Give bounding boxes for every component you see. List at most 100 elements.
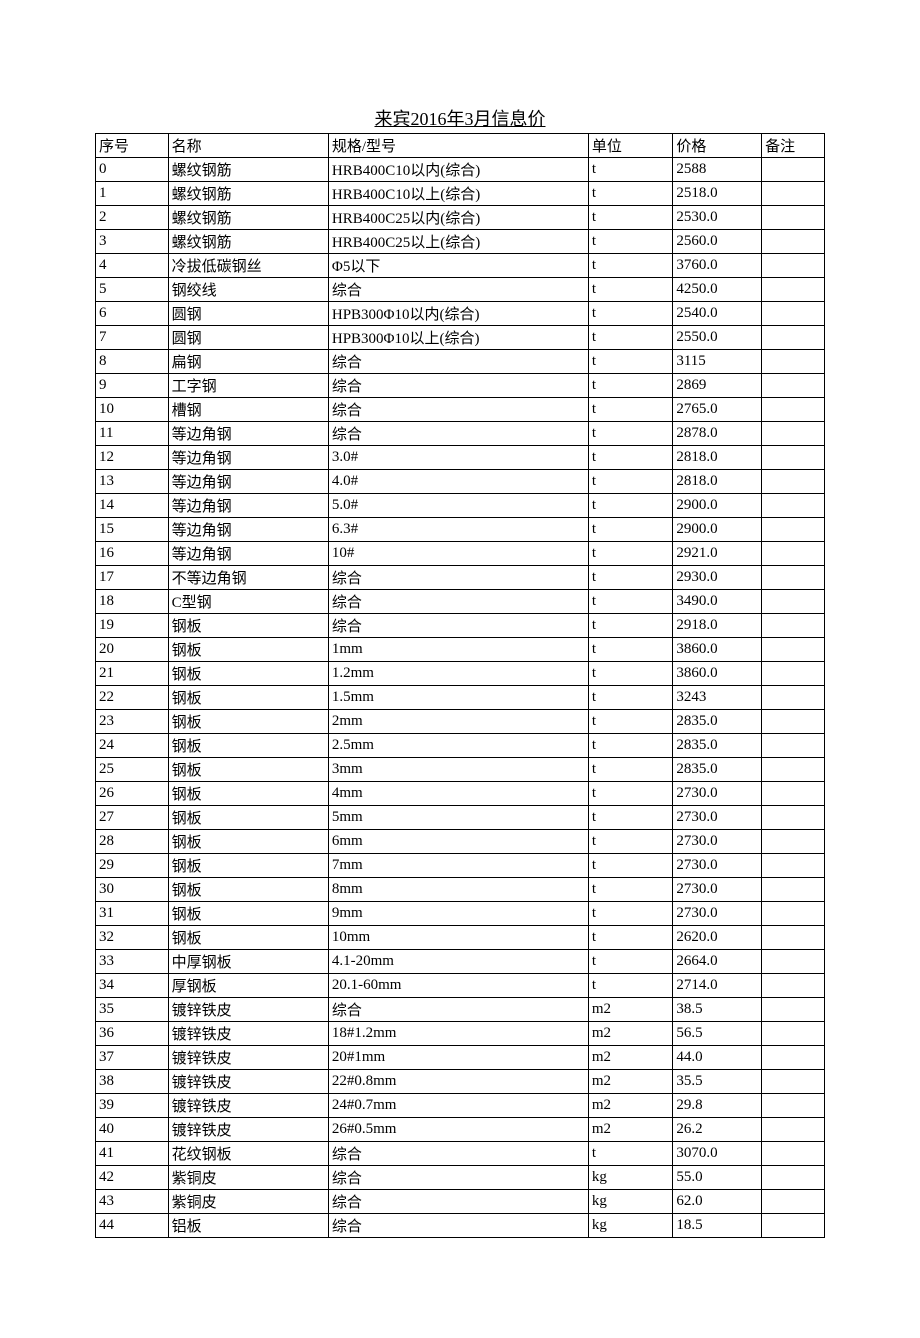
cell-remark bbox=[762, 230, 825, 254]
cell-spec: 2mm bbox=[328, 710, 588, 734]
cell-seq: 1 bbox=[96, 182, 169, 206]
cell-spec: 综合 bbox=[328, 422, 588, 446]
cell-unit: t bbox=[588, 734, 672, 758]
cell-spec: 18#1.2mm bbox=[328, 1022, 588, 1046]
cell-price: 2730.0 bbox=[673, 830, 762, 854]
cell-seq: 2 bbox=[96, 206, 169, 230]
cell-remark bbox=[762, 422, 825, 446]
header-name: 名称 bbox=[168, 134, 328, 158]
cell-name: 钢板 bbox=[168, 830, 328, 854]
cell-remark bbox=[762, 398, 825, 422]
cell-price: 2560.0 bbox=[673, 230, 762, 254]
cell-price: 55.0 bbox=[673, 1166, 762, 1190]
cell-seq: 19 bbox=[96, 614, 169, 638]
cell-seq: 24 bbox=[96, 734, 169, 758]
table-row: 8扁钢综合t3115 bbox=[96, 350, 825, 374]
cell-name: 厚钢板 bbox=[168, 974, 328, 998]
cell-price: 2900.0 bbox=[673, 494, 762, 518]
cell-price: 2765.0 bbox=[673, 398, 762, 422]
cell-unit: m2 bbox=[588, 1094, 672, 1118]
cell-remark bbox=[762, 830, 825, 854]
cell-price: 2869 bbox=[673, 374, 762, 398]
header-spec: 规格/型号 bbox=[328, 134, 588, 158]
cell-price: 26.2 bbox=[673, 1118, 762, 1142]
cell-seq: 23 bbox=[96, 710, 169, 734]
cell-unit: t bbox=[588, 662, 672, 686]
cell-spec: HPB300Φ10以上(综合) bbox=[328, 326, 588, 350]
cell-unit: t bbox=[588, 470, 672, 494]
cell-unit: t bbox=[588, 590, 672, 614]
cell-spec: 24#0.7mm bbox=[328, 1094, 588, 1118]
cell-remark bbox=[762, 1022, 825, 1046]
cell-remark bbox=[762, 782, 825, 806]
table-row: 43紫铜皮综合kg62.0 bbox=[96, 1190, 825, 1214]
cell-name: 钢绞线 bbox=[168, 278, 328, 302]
cell-price: 2730.0 bbox=[673, 854, 762, 878]
cell-price: 2878.0 bbox=[673, 422, 762, 446]
cell-name: 花纹钢板 bbox=[168, 1142, 328, 1166]
cell-remark bbox=[762, 1094, 825, 1118]
table-row: 29钢板7mmt2730.0 bbox=[96, 854, 825, 878]
cell-price: 56.5 bbox=[673, 1022, 762, 1046]
cell-spec: 综合 bbox=[328, 278, 588, 302]
cell-unit: t bbox=[588, 374, 672, 398]
cell-unit: kg bbox=[588, 1190, 672, 1214]
cell-seq: 16 bbox=[96, 542, 169, 566]
cell-remark bbox=[762, 974, 825, 998]
cell-unit: t bbox=[588, 182, 672, 206]
cell-unit: t bbox=[588, 950, 672, 974]
table-row: 21钢板1.2mmt3860.0 bbox=[96, 662, 825, 686]
cell-unit: t bbox=[588, 614, 672, 638]
cell-price: 2620.0 bbox=[673, 926, 762, 950]
table-row: 41花纹钢板综合t3070.0 bbox=[96, 1142, 825, 1166]
cell-price: 2550.0 bbox=[673, 326, 762, 350]
cell-seq: 10 bbox=[96, 398, 169, 422]
cell-unit: t bbox=[588, 806, 672, 830]
cell-spec: 6.3# bbox=[328, 518, 588, 542]
cell-unit: m2 bbox=[588, 1070, 672, 1094]
cell-remark bbox=[762, 494, 825, 518]
cell-price: 3070.0 bbox=[673, 1142, 762, 1166]
table-row: 3螺纹钢筋HRB400C25以上(综合)t2560.0 bbox=[96, 230, 825, 254]
cell-remark bbox=[762, 1214, 825, 1238]
cell-seq: 26 bbox=[96, 782, 169, 806]
table-row: 6圆钢HPB300Φ10以内(综合)t2540.0 bbox=[96, 302, 825, 326]
cell-spec: 综合 bbox=[328, 350, 588, 374]
cell-remark bbox=[762, 470, 825, 494]
cell-price: 2518.0 bbox=[673, 182, 762, 206]
cell-price: 2835.0 bbox=[673, 734, 762, 758]
table-row: 23钢板2mmt2835.0 bbox=[96, 710, 825, 734]
cell-spec: HRB400C10以上(综合) bbox=[328, 182, 588, 206]
table-row: 37镀锌铁皮20#1mmm244.0 bbox=[96, 1046, 825, 1070]
cell-unit: t bbox=[588, 902, 672, 926]
table-row: 18C型钢综合t3490.0 bbox=[96, 590, 825, 614]
cell-unit: m2 bbox=[588, 998, 672, 1022]
cell-seq: 11 bbox=[96, 422, 169, 446]
table-row: 2螺纹钢筋HRB400C25以内(综合)t2530.0 bbox=[96, 206, 825, 230]
cell-spec: 4mm bbox=[328, 782, 588, 806]
cell-remark bbox=[762, 1190, 825, 1214]
table-row: 42紫铜皮综合kg55.0 bbox=[96, 1166, 825, 1190]
cell-name: 钢板 bbox=[168, 806, 328, 830]
cell-price: 2835.0 bbox=[673, 758, 762, 782]
cell-price: 2730.0 bbox=[673, 782, 762, 806]
cell-price: 3860.0 bbox=[673, 638, 762, 662]
cell-seq: 30 bbox=[96, 878, 169, 902]
table-row: 44铝板综合kg18.5 bbox=[96, 1214, 825, 1238]
cell-spec: 4.0# bbox=[328, 470, 588, 494]
table-row: 17不等边角钢综合t2930.0 bbox=[96, 566, 825, 590]
cell-price: 2900.0 bbox=[673, 518, 762, 542]
cell-name: 圆钢 bbox=[168, 326, 328, 350]
cell-unit: t bbox=[588, 350, 672, 374]
cell-name: 钢板 bbox=[168, 638, 328, 662]
cell-unit: t bbox=[588, 686, 672, 710]
table-row: 38镀锌铁皮22#0.8mmm235.5 bbox=[96, 1070, 825, 1094]
cell-spec: 7mm bbox=[328, 854, 588, 878]
cell-unit: m2 bbox=[588, 1118, 672, 1142]
cell-name: 钢板 bbox=[168, 926, 328, 950]
cell-spec: 综合 bbox=[328, 1190, 588, 1214]
cell-seq: 29 bbox=[96, 854, 169, 878]
cell-remark bbox=[762, 902, 825, 926]
cell-spec: 20#1mm bbox=[328, 1046, 588, 1070]
cell-spec: 综合 bbox=[328, 614, 588, 638]
